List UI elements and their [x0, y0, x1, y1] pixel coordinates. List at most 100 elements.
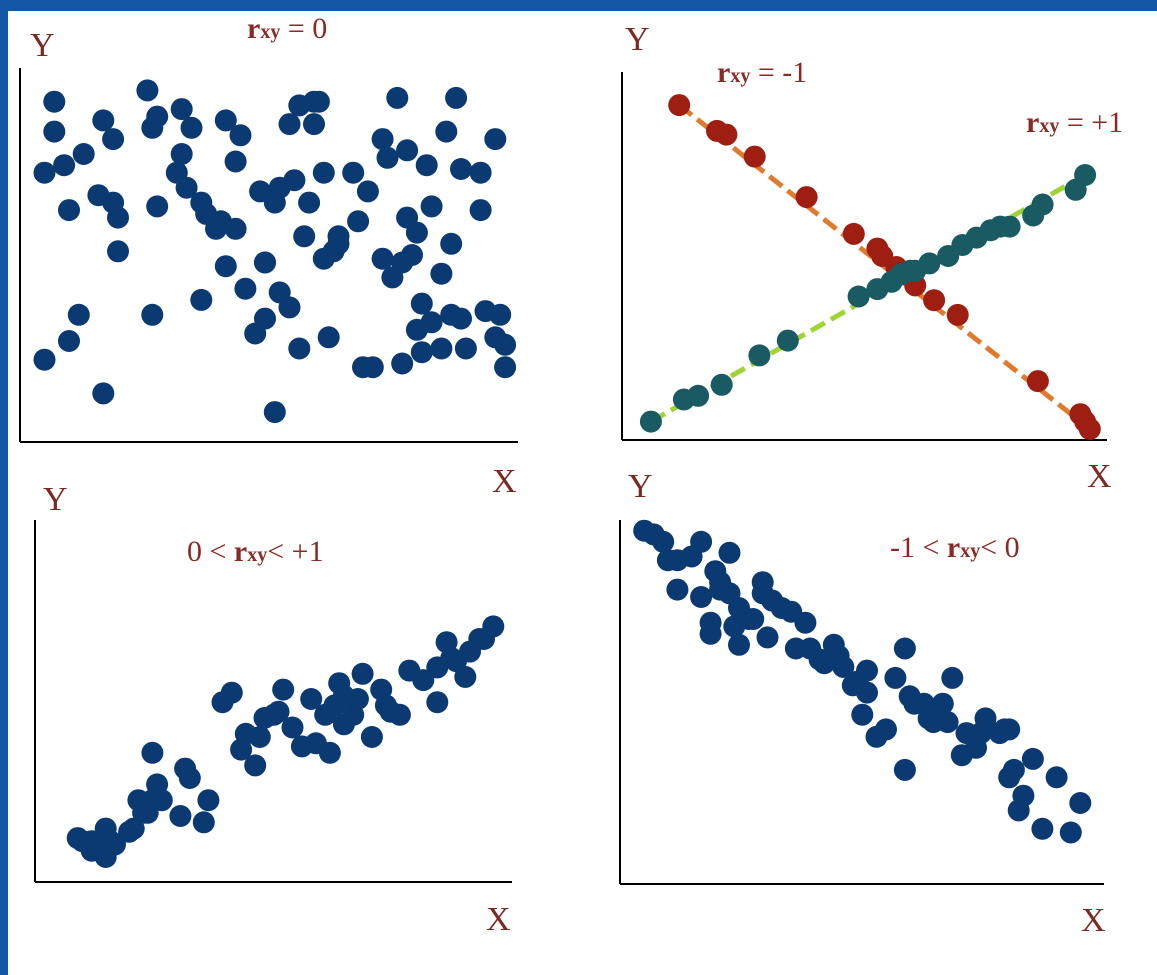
y-axis-label: Y: [43, 481, 68, 518]
data-point: [998, 215, 1021, 238]
data-point: [388, 703, 411, 726]
data-point: [715, 123, 738, 146]
data-point: [728, 633, 750, 656]
data-point: [386, 86, 409, 109]
data-point: [494, 356, 517, 379]
data-point: [1059, 821, 1082, 844]
data-point: [371, 128, 394, 151]
data-point: [327, 225, 350, 248]
data-point: [150, 789, 173, 812]
data-point: [412, 669, 435, 692]
data-point: [72, 143, 95, 165]
annotation-subscript: xy: [730, 65, 750, 87]
data-point: [931, 692, 954, 715]
annotation-r-symbol: r: [234, 535, 247, 568]
data-point: [288, 337, 311, 360]
data-point: [832, 655, 855, 678]
data-point: [851, 703, 874, 726]
data-point: [33, 161, 56, 184]
annotation-r-symbol: r: [247, 12, 260, 45]
data-point: [1021, 747, 1044, 770]
data-point: [376, 146, 399, 169]
annotation-prefix: -1 <: [890, 531, 947, 564]
data-point: [229, 124, 252, 147]
data-point: [1069, 792, 1092, 814]
data-point: [360, 726, 383, 748]
data-point: [122, 817, 145, 840]
data-point: [1026, 370, 1049, 393]
data-point: [718, 541, 741, 564]
data-point: [104, 833, 126, 856]
data-point: [482, 615, 505, 638]
data-point: [941, 666, 964, 689]
data-point: [307, 90, 330, 113]
data-point: [254, 307, 276, 330]
data-point: [1031, 193, 1054, 216]
data-point: [856, 681, 878, 704]
data-point: [710, 373, 733, 396]
data-point: [317, 326, 340, 349]
annotation-r-plus-one: rxy = +1: [1026, 106, 1123, 139]
data-point: [141, 303, 164, 326]
data-point: [415, 154, 438, 177]
data-point: [469, 161, 492, 184]
data-point: [170, 143, 193, 165]
data-point: [742, 608, 765, 630]
data-point: [405, 221, 428, 244]
data-point: [136, 79, 159, 102]
data-point: [107, 206, 129, 229]
data-point: [430, 337, 453, 360]
data-point: [1012, 784, 1035, 807]
data-point: [666, 578, 689, 601]
data-point: [224, 217, 247, 240]
data-point: [893, 758, 916, 781]
data-point: [342, 161, 365, 184]
data-point: [410, 341, 433, 364]
data-point: [668, 94, 691, 117]
scatter-panel-r-zero: Y X rxy = 0: [19, 12, 518, 500]
data-point: [856, 659, 878, 682]
scatter-panel-r-positive: Y X 0 < rxy< +1: [34, 481, 512, 938]
data-point: [420, 195, 443, 218]
data-point: [234, 277, 257, 300]
data-point: [293, 225, 316, 248]
data-point: [192, 811, 215, 834]
data-point: [756, 626, 779, 649]
data-point: [180, 116, 203, 139]
annotation-value: = +1: [1059, 106, 1123, 139]
annotation-r-negative: -1 < rxy< 0: [890, 531, 1020, 564]
data-point: [445, 86, 468, 109]
data-point: [450, 307, 472, 330]
data-point: [43, 120, 66, 143]
data-point: [361, 356, 384, 379]
data-point: [347, 210, 370, 233]
data-point: [1078, 418, 1101, 440]
data-point: [875, 718, 897, 741]
data-point: [396, 139, 419, 162]
data-point: [743, 145, 766, 168]
y-axis-label: Y: [625, 21, 650, 58]
window-frame-left: [0, 0, 8, 975]
data-point: [440, 232, 463, 255]
data-point: [220, 681, 243, 704]
data-point: [346, 688, 369, 710]
data-point: [776, 329, 799, 352]
data-point: [170, 98, 193, 121]
data-point: [923, 289, 946, 312]
annotation-value: < +1: [267, 535, 323, 568]
data-point: [974, 707, 997, 730]
data-point: [454, 665, 477, 688]
data-point: [435, 120, 458, 143]
data-point: [146, 105, 169, 128]
data-point: [884, 666, 907, 689]
data-point: [699, 611, 722, 634]
annotation-value: = 0: [280, 12, 327, 45]
annotation-r-minus-one: rxy = -1: [717, 56, 807, 89]
data-point: [92, 382, 115, 405]
data-point: [794, 611, 817, 634]
data-point: [484, 128, 507, 151]
scatter-panel-r-negative: Y X -1 < rxy< 0: [619, 468, 1106, 939]
data-point: [214, 109, 237, 132]
data-point: [936, 711, 959, 734]
data-point: [494, 333, 517, 356]
